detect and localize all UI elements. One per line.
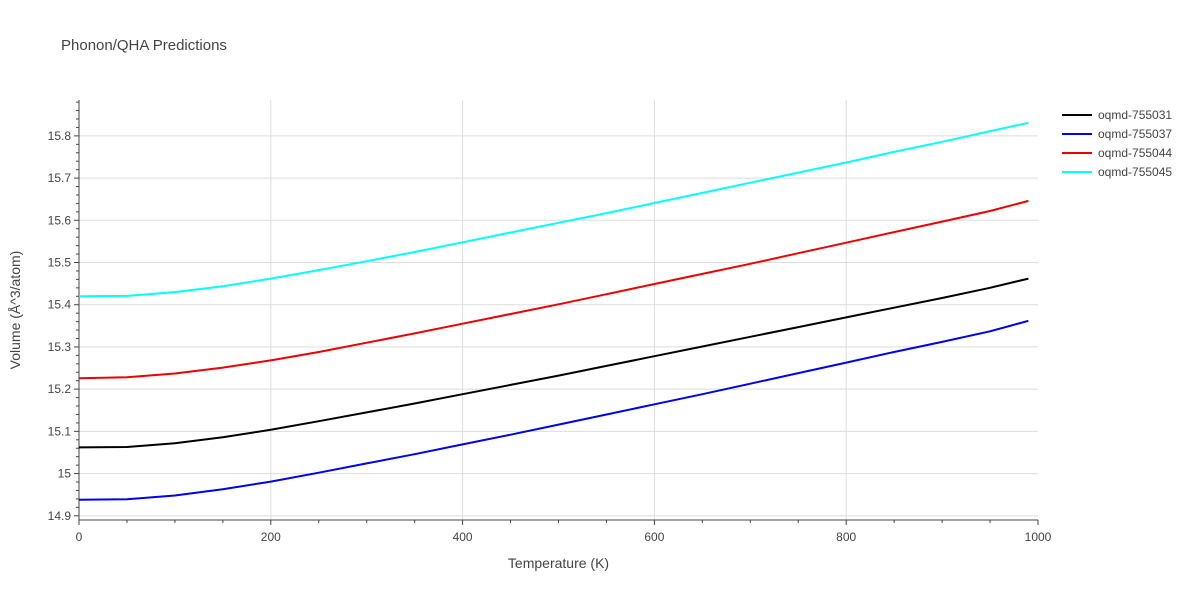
legend-label: oqmd-755037	[1098, 127, 1172, 141]
legend-label: oqmd-755045	[1098, 165, 1172, 179]
y-tick-label: 15.1	[48, 424, 72, 438]
legend[interactable]: oqmd-755031 oqmd-755037 oqmd-755044 oqmd-75…	[1062, 108, 1172, 179]
series-line-oqmd-755037	[78, 319, 1029, 501]
legend-label: oqmd-755044	[1098, 146, 1172, 160]
y-axis-title: Volume (Å^3/atom)	[7, 251, 23, 370]
y-tick-label: 15	[58, 467, 72, 481]
x-tick-label: 0	[76, 530, 83, 544]
y-tick-label: 15.5	[48, 256, 72, 270]
legend-item[interactable]: oqmd-755044	[1062, 146, 1172, 160]
chart-title: Phonon/QHA Predictions	[61, 37, 227, 54]
legend-item[interactable]: oqmd-755031	[1062, 108, 1172, 122]
x-tick-label: 400	[453, 530, 473, 544]
y-tick-label: 15.3	[48, 340, 72, 354]
legend-item[interactable]: oqmd-755037	[1062, 127, 1172, 141]
x-tick-label: 1000	[1025, 530, 1052, 544]
gridlines	[79, 100, 1038, 520]
series-line-oqmd-755044	[78, 199, 1029, 380]
y-tick-label: 15.4	[48, 298, 72, 312]
plot-area	[78, 121, 1029, 501]
y-tick-label: 15.6	[48, 213, 72, 227]
x-tick-label: 200	[261, 530, 281, 544]
legend-item[interactable]: oqmd-755045	[1062, 165, 1172, 179]
legend-label: oqmd-755031	[1098, 108, 1172, 122]
y-tick-label: 14.9	[48, 509, 72, 523]
axes: 0 200 400 600 800 1000 14.9 15 15.1 15.2 15.3 15.4 1…	[48, 100, 1052, 544]
series-line-oqmd-755031	[78, 277, 1029, 449]
x-axis-title: Temperature (K)	[508, 555, 609, 571]
x-tick-label: 600	[644, 530, 664, 544]
x-tick-label: 800	[836, 530, 856, 544]
y-tick-label: 15.2	[48, 382, 72, 396]
y-tick-label: 15.8	[48, 129, 72, 143]
y-tick-label: 15.7	[48, 171, 72, 185]
series-line-oqmd-755045	[78, 121, 1029, 298]
